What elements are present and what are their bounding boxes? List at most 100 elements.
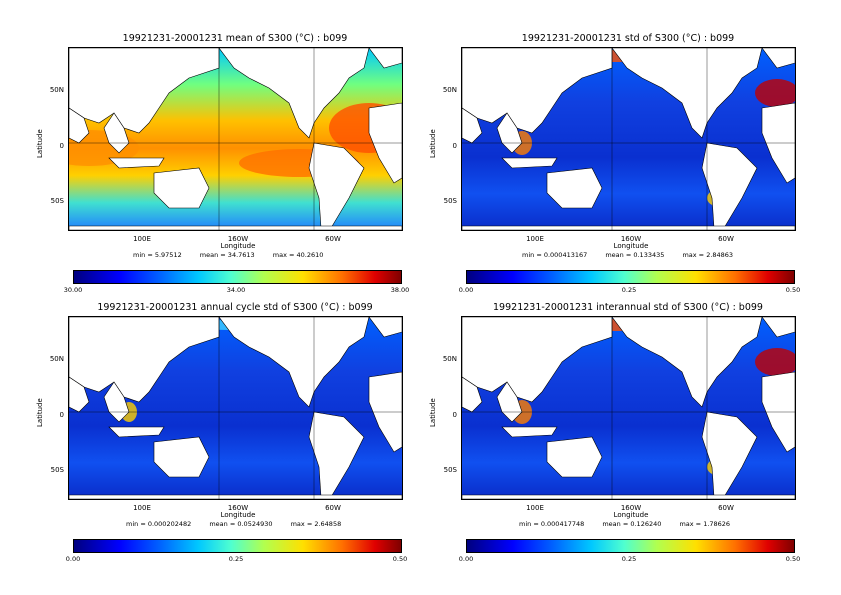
land-antarctica <box>462 494 795 499</box>
land-india <box>69 107 90 144</box>
map-std <box>461 47 796 231</box>
map-svg <box>462 317 795 499</box>
colorbar-tick: 0.25 <box>228 555 244 563</box>
ytick-0: 0 <box>452 142 457 150</box>
ytick-50s: 50S <box>50 466 64 474</box>
ytick-50s: 50S <box>50 197 64 205</box>
map-svg <box>462 48 795 230</box>
land-indonesia <box>501 426 558 438</box>
land-antarctica <box>69 225 402 230</box>
y-axis-label: Latitude <box>429 129 437 158</box>
ytick-50n: 50N <box>442 355 457 363</box>
map-svg <box>69 48 402 230</box>
stat-max: max = 2.64858 <box>290 520 342 528</box>
ytick-50n: 50N <box>49 86 64 94</box>
xtick-160w: 160W <box>620 504 642 512</box>
land-antarctica <box>69 494 402 499</box>
map-interannual <box>461 316 796 500</box>
xtick-160w: 160W <box>620 235 642 243</box>
map-annual <box>68 316 403 500</box>
colorbar-tick: 34.00 <box>226 286 246 294</box>
colorbar-tick: 0.50 <box>392 555 408 563</box>
land-asia <box>69 317 220 403</box>
colorbar-tick: 0.00 <box>65 555 81 563</box>
land-namerica <box>611 48 763 139</box>
xtick-100e: 100E <box>526 235 544 243</box>
land-india <box>69 376 90 413</box>
land-india <box>462 107 483 144</box>
colorbar <box>466 539 795 553</box>
land-greenland <box>368 317 402 338</box>
stat-mean: mean = 0.133435 <box>605 251 665 259</box>
colorbar-tick: 0.25 <box>621 555 637 563</box>
xtick-100e: 100E <box>133 504 151 512</box>
land-asia <box>462 48 613 134</box>
panel-title: 19921231-20001231 std of S300 (°C) : b09… <box>521 33 735 44</box>
xtick-60w: 60W <box>718 504 734 512</box>
land-indonesia <box>108 426 165 438</box>
ytick-50n: 50N <box>49 355 64 363</box>
stat-min: min = 0.000413167 <box>522 251 588 259</box>
x-axis-label: Longitude <box>613 511 649 519</box>
xtick-60w: 60W <box>325 235 341 243</box>
stat-min: min = 0.000202482 <box>126 520 192 528</box>
colorbar <box>466 270 795 284</box>
stats-line: min = 0.000413167 mean = 0.133435 max = … <box>522 251 749 259</box>
stat-max: max = 2.84863 <box>682 251 734 259</box>
stats-line: min = 0.000417748 mean = 0.126240 max = … <box>519 520 746 528</box>
stat-max: max = 40.2610 <box>272 251 324 259</box>
land-australia <box>546 436 603 478</box>
x-axis-label: Longitude <box>613 242 649 250</box>
xtick-60w: 60W <box>718 235 734 243</box>
map-svg <box>69 317 402 499</box>
colorbar-tick: 0.50 <box>785 555 801 563</box>
land-asia <box>462 317 613 403</box>
land-indonesia <box>108 157 165 169</box>
stats-line: min = 5.97512 mean = 34.7613 max = 40.26… <box>133 251 339 259</box>
land-namerica <box>218 48 370 139</box>
land-australia <box>153 436 210 478</box>
field-anomaly <box>755 79 795 107</box>
panel-title: 19921231-20001231 interannual std of S30… <box>493 302 763 313</box>
panel-title: 19921231-20001231 mean of S300 (°C) : b0… <box>122 33 348 44</box>
y-axis-label: Latitude <box>36 398 44 427</box>
map-mean <box>68 47 403 231</box>
colorbar-tick: 0.50 <box>785 286 801 294</box>
land-greenland <box>761 48 795 69</box>
stat-max: max = 1.78626 <box>679 520 731 528</box>
land-namerica <box>218 317 370 408</box>
y-axis-label: Latitude <box>429 398 437 427</box>
colorbar-tick: 30.00 <box>63 286 83 294</box>
land-australia <box>546 167 603 209</box>
xtick-100e: 100E <box>133 235 151 243</box>
xtick-160w: 160W <box>227 504 249 512</box>
land-antarctica <box>462 225 795 230</box>
stats-line: min = 0.000202482 mean = 0.0524930 max =… <box>126 520 357 528</box>
xtick-100e: 100E <box>526 504 544 512</box>
ytick-50s: 50S <box>443 197 457 205</box>
colorbar-tick: 0.00 <box>458 286 474 294</box>
colorbar <box>73 539 402 553</box>
y-axis-label: Latitude <box>36 129 44 158</box>
x-axis-label: Longitude <box>220 242 256 250</box>
land-greenland <box>368 48 402 69</box>
land-australia <box>153 167 210 209</box>
ytick-50s: 50S <box>443 466 457 474</box>
land-namerica <box>611 317 763 408</box>
stat-min: min = 0.000417748 <box>519 520 585 528</box>
stat-min: min = 5.97512 <box>133 251 182 259</box>
land-india <box>462 376 483 413</box>
land-asia <box>69 48 220 134</box>
colorbar-tick: 0.25 <box>621 286 637 294</box>
xtick-60w: 60W <box>325 504 341 512</box>
colorbar-tick: 38.00 <box>390 286 410 294</box>
xtick-160w: 160W <box>227 235 249 243</box>
stat-mean: mean = 34.7613 <box>199 251 255 259</box>
ytick-50n: 50N <box>442 86 457 94</box>
stat-mean: mean = 0.126240 <box>602 520 662 528</box>
stat-mean: mean = 0.0524930 <box>209 520 273 528</box>
colorbar-tick: 0.00 <box>458 555 474 563</box>
field-anomaly <box>755 348 795 376</box>
ytick-0: 0 <box>452 411 457 419</box>
land-indonesia <box>501 157 558 169</box>
